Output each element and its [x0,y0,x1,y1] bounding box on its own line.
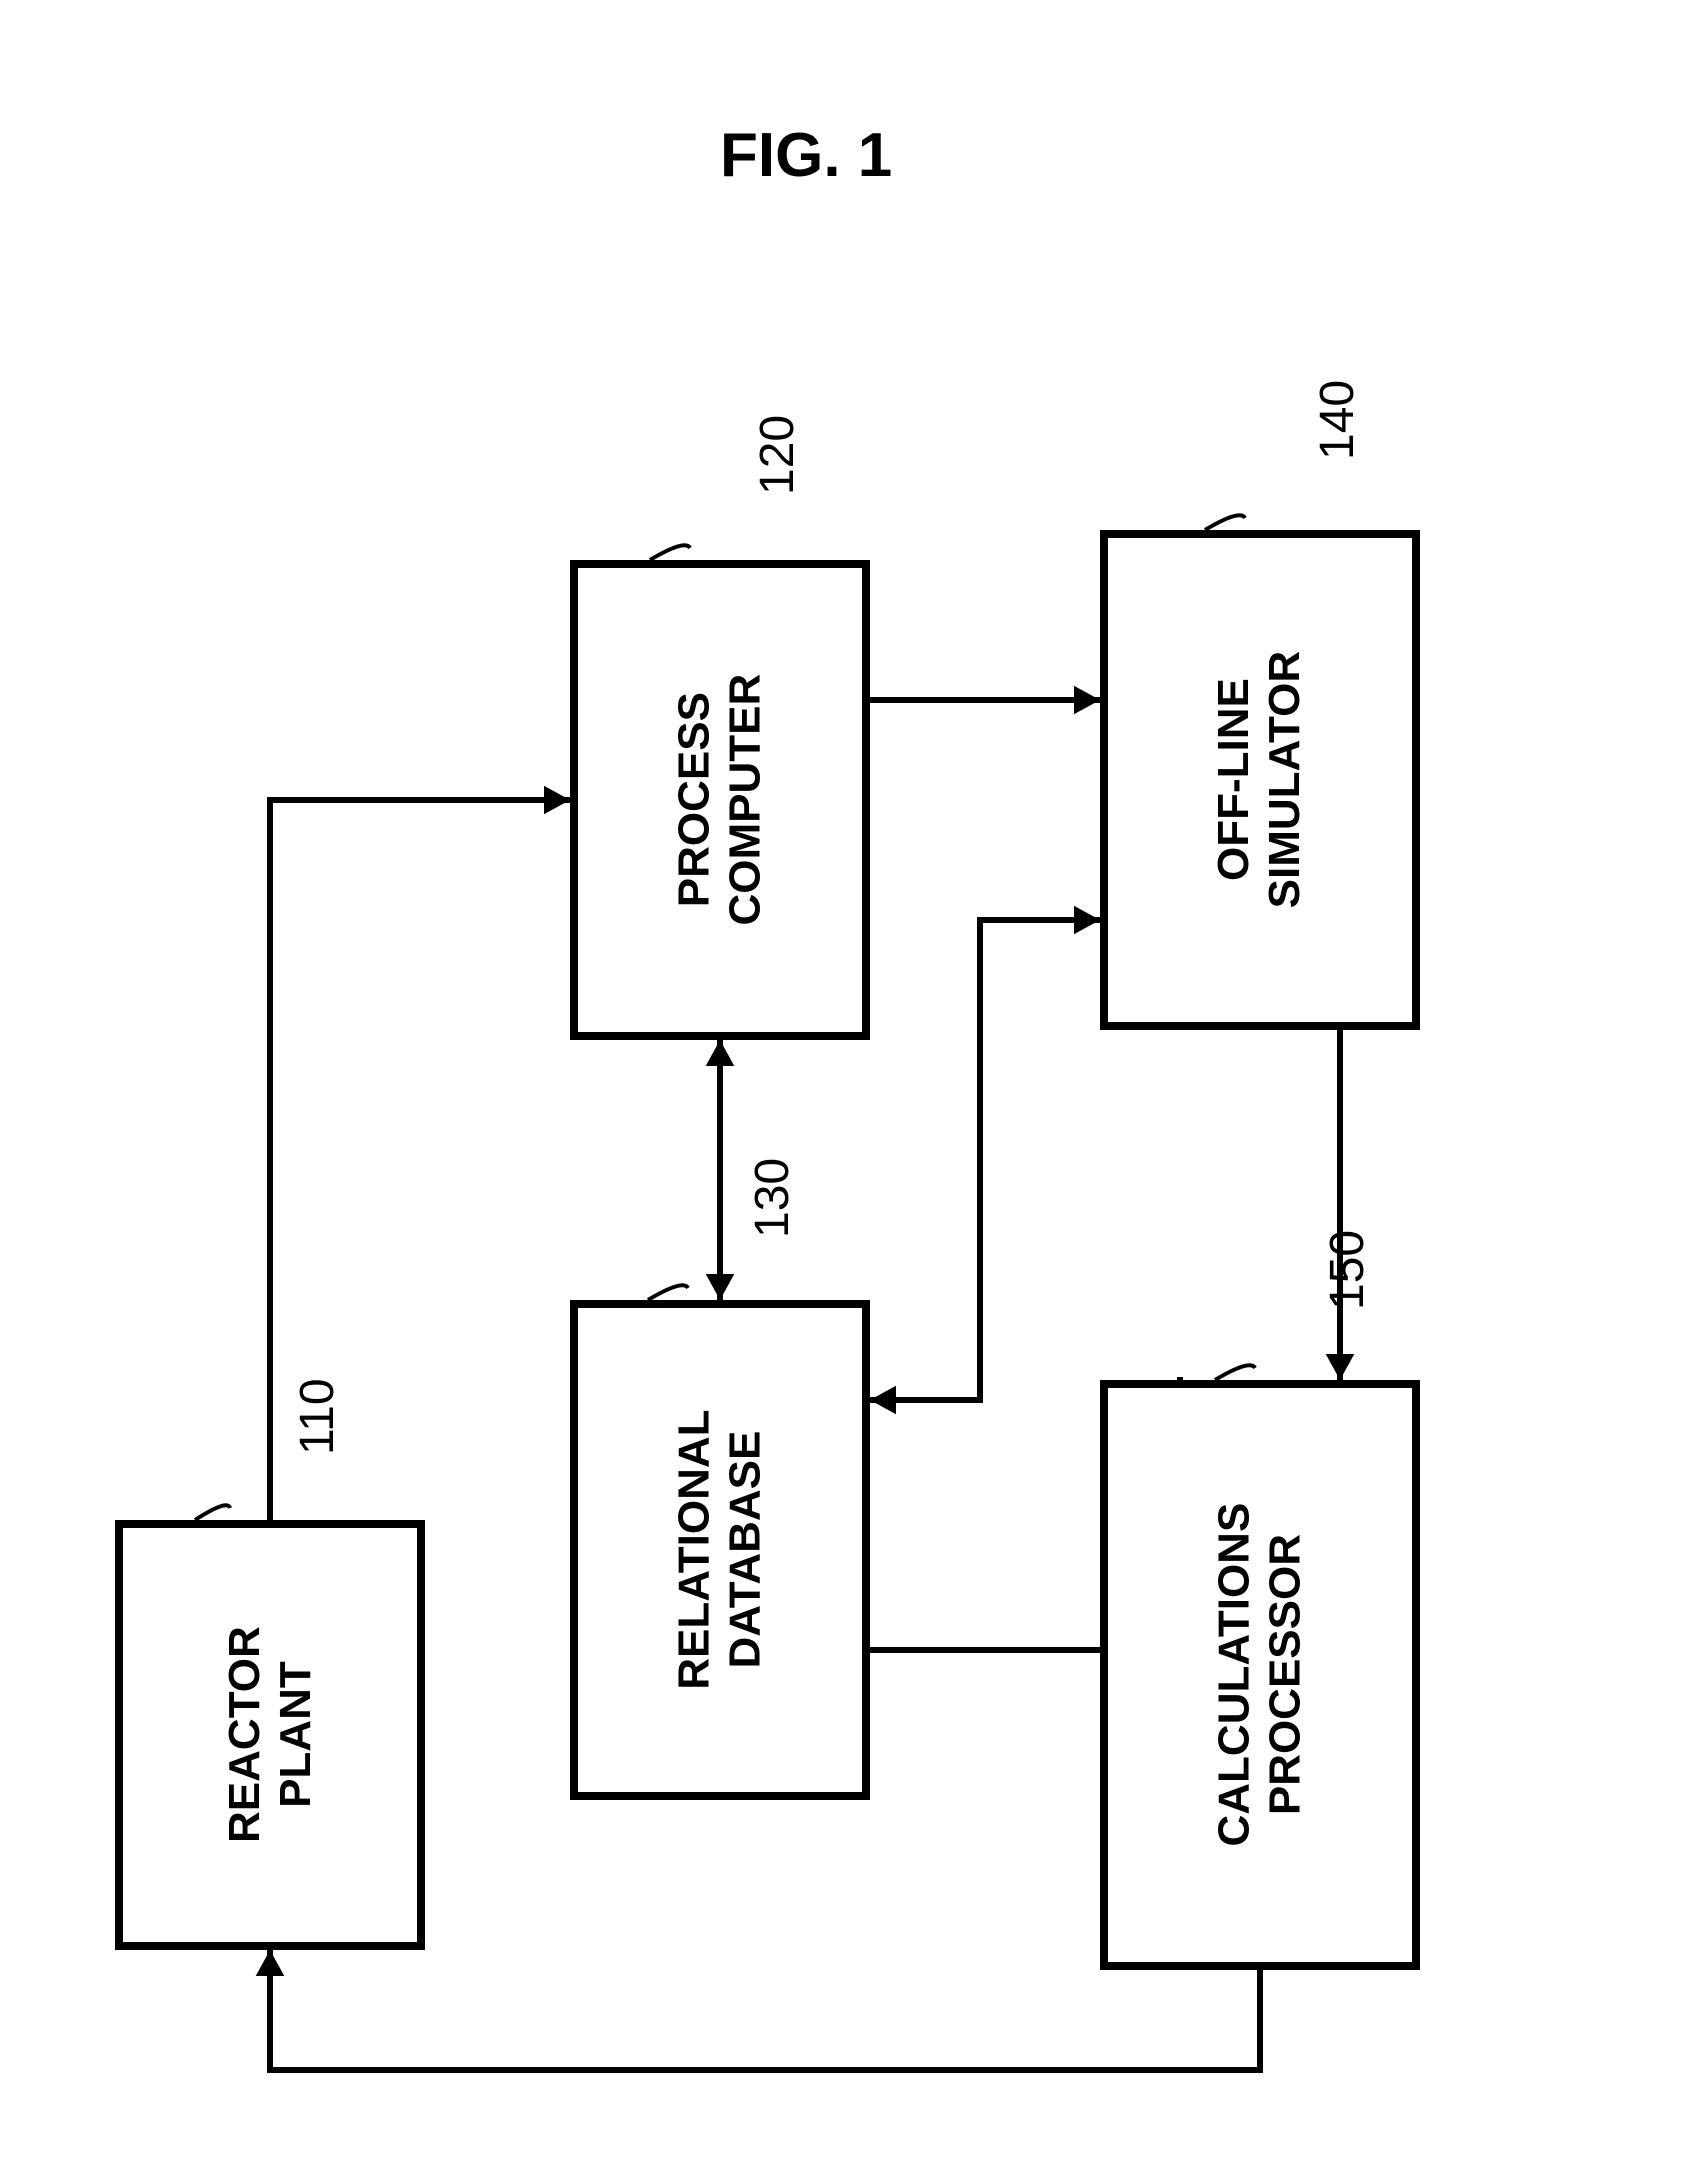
ref-calculations-processor: 150 [1320,1230,1375,1310]
ref-reactor-plant: 110 [290,1378,345,1455]
figure-title: FIG. 1 [720,120,892,191]
box-process-computer: PROCESS COMPUTER [570,560,870,1040]
ref-process-computer: 120 [750,415,805,495]
box-label: OFF-LINE SIMULATOR [1209,651,1310,908]
box-label: PROCESS COMPUTER [669,674,770,926]
box-calculations-processor: CALCULATIONS PROCESSOR [1100,1380,1420,1970]
diagram-canvas: FIG. 1 REACTOR PLANT 110 PROCESS COMPUTER 1… [0,0,1687,2176]
box-label: REACTOR PLANT [219,1627,320,1844]
box-offline-simulator: OFF-LINE SIMULATOR [1100,530,1420,1030]
ref-relational-database: 130 [745,1158,800,1238]
box-label: CALCULATIONS PROCESSOR [1209,1503,1310,1847]
ref-offline-simulator: 140 [1310,380,1365,460]
box-relational-database: RELATIONAL DATABASE [570,1300,870,1800]
box-reactor-plant: REACTOR PLANT [115,1520,425,1950]
box-label: RELATIONAL DATABASE [669,1410,770,1690]
